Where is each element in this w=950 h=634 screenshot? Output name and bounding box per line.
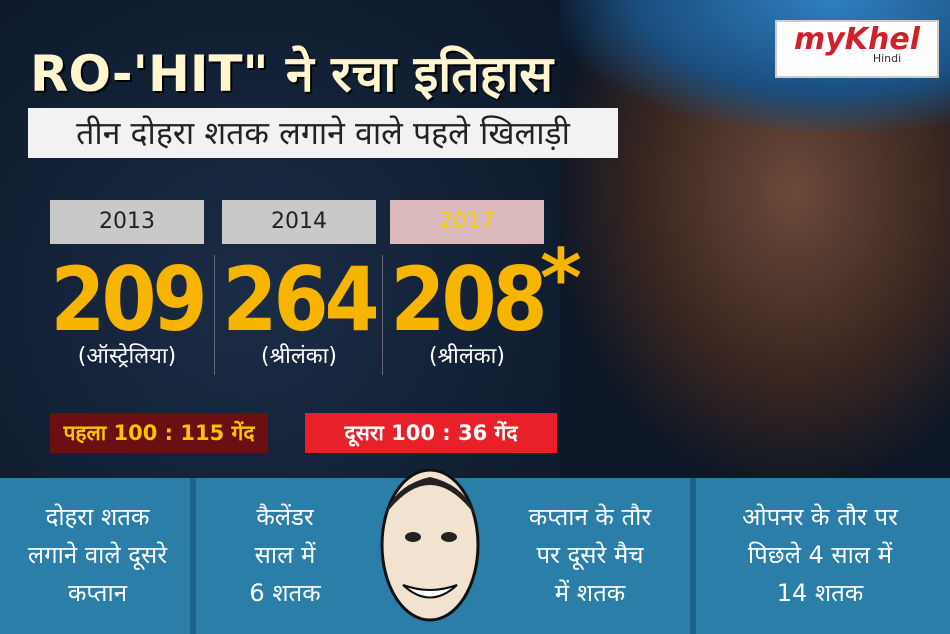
caricature	[380, 468, 480, 622]
divider	[690, 478, 696, 634]
fact-line: दोहरा शतक	[45, 503, 150, 531]
opponent: (ऑस्ट्रेलिया)	[77, 344, 177, 369]
year-label: 2014	[222, 200, 376, 244]
title: RO-'HIT" ने रचा इतिहास	[30, 45, 554, 103]
score-value: 209	[50, 248, 207, 351]
year-label: 2017	[390, 200, 544, 244]
opponent: (श्रीलंका)	[261, 344, 337, 369]
fact: ओपनर के तौर पर पिछले 4 साल में 14 शतक	[705, 498, 935, 612]
fact: दोहरा शतक लगाने वाले दूसरे कप्तान	[10, 498, 185, 612]
fact-line: 14 शतक	[776, 579, 864, 607]
opponent: (श्रीलंका)	[429, 344, 505, 369]
score-value: 208	[390, 248, 547, 351]
fact-line: लगाने वाले दूसरे	[27, 541, 168, 569]
fact-line: 6 शतक	[249, 579, 321, 607]
fact-line: कैलेंडर	[256, 503, 314, 531]
separator	[382, 255, 383, 375]
fact-line: कप्तान	[67, 579, 128, 607]
logo-brand: myKhel	[793, 22, 921, 57]
fact: कप्तान के तौर पर दूसरे मैच में शतक	[500, 498, 680, 612]
subtitle: तीन दोहरा शतक लगाने वाले पहले खिलाड़ी	[28, 108, 618, 158]
separator	[214, 255, 215, 375]
fact-line: साल में	[254, 541, 316, 569]
fact-line: ओपनर के तौर पर	[742, 503, 898, 531]
year-label: 2013	[50, 200, 204, 244]
fact-line: पिछले 4 साल में	[747, 541, 893, 569]
asterisk: *	[540, 232, 582, 325]
logo-sub: Hindi	[872, 52, 902, 65]
score-value: 264	[222, 248, 379, 351]
fact: कैलेंडर साल में 6 शतक	[205, 498, 365, 612]
logo: myKhel Hindi	[775, 20, 939, 78]
badge: दूसरा 100 : 36 गेंद	[305, 413, 557, 453]
fact-line: में शतक	[554, 579, 626, 607]
badge: पहला 100 : 115 गेंद	[50, 413, 268, 453]
fact-line: कप्तान के तौर	[528, 503, 652, 531]
divider	[190, 478, 196, 634]
fact-line: पर दूसरे मैच	[536, 541, 644, 569]
